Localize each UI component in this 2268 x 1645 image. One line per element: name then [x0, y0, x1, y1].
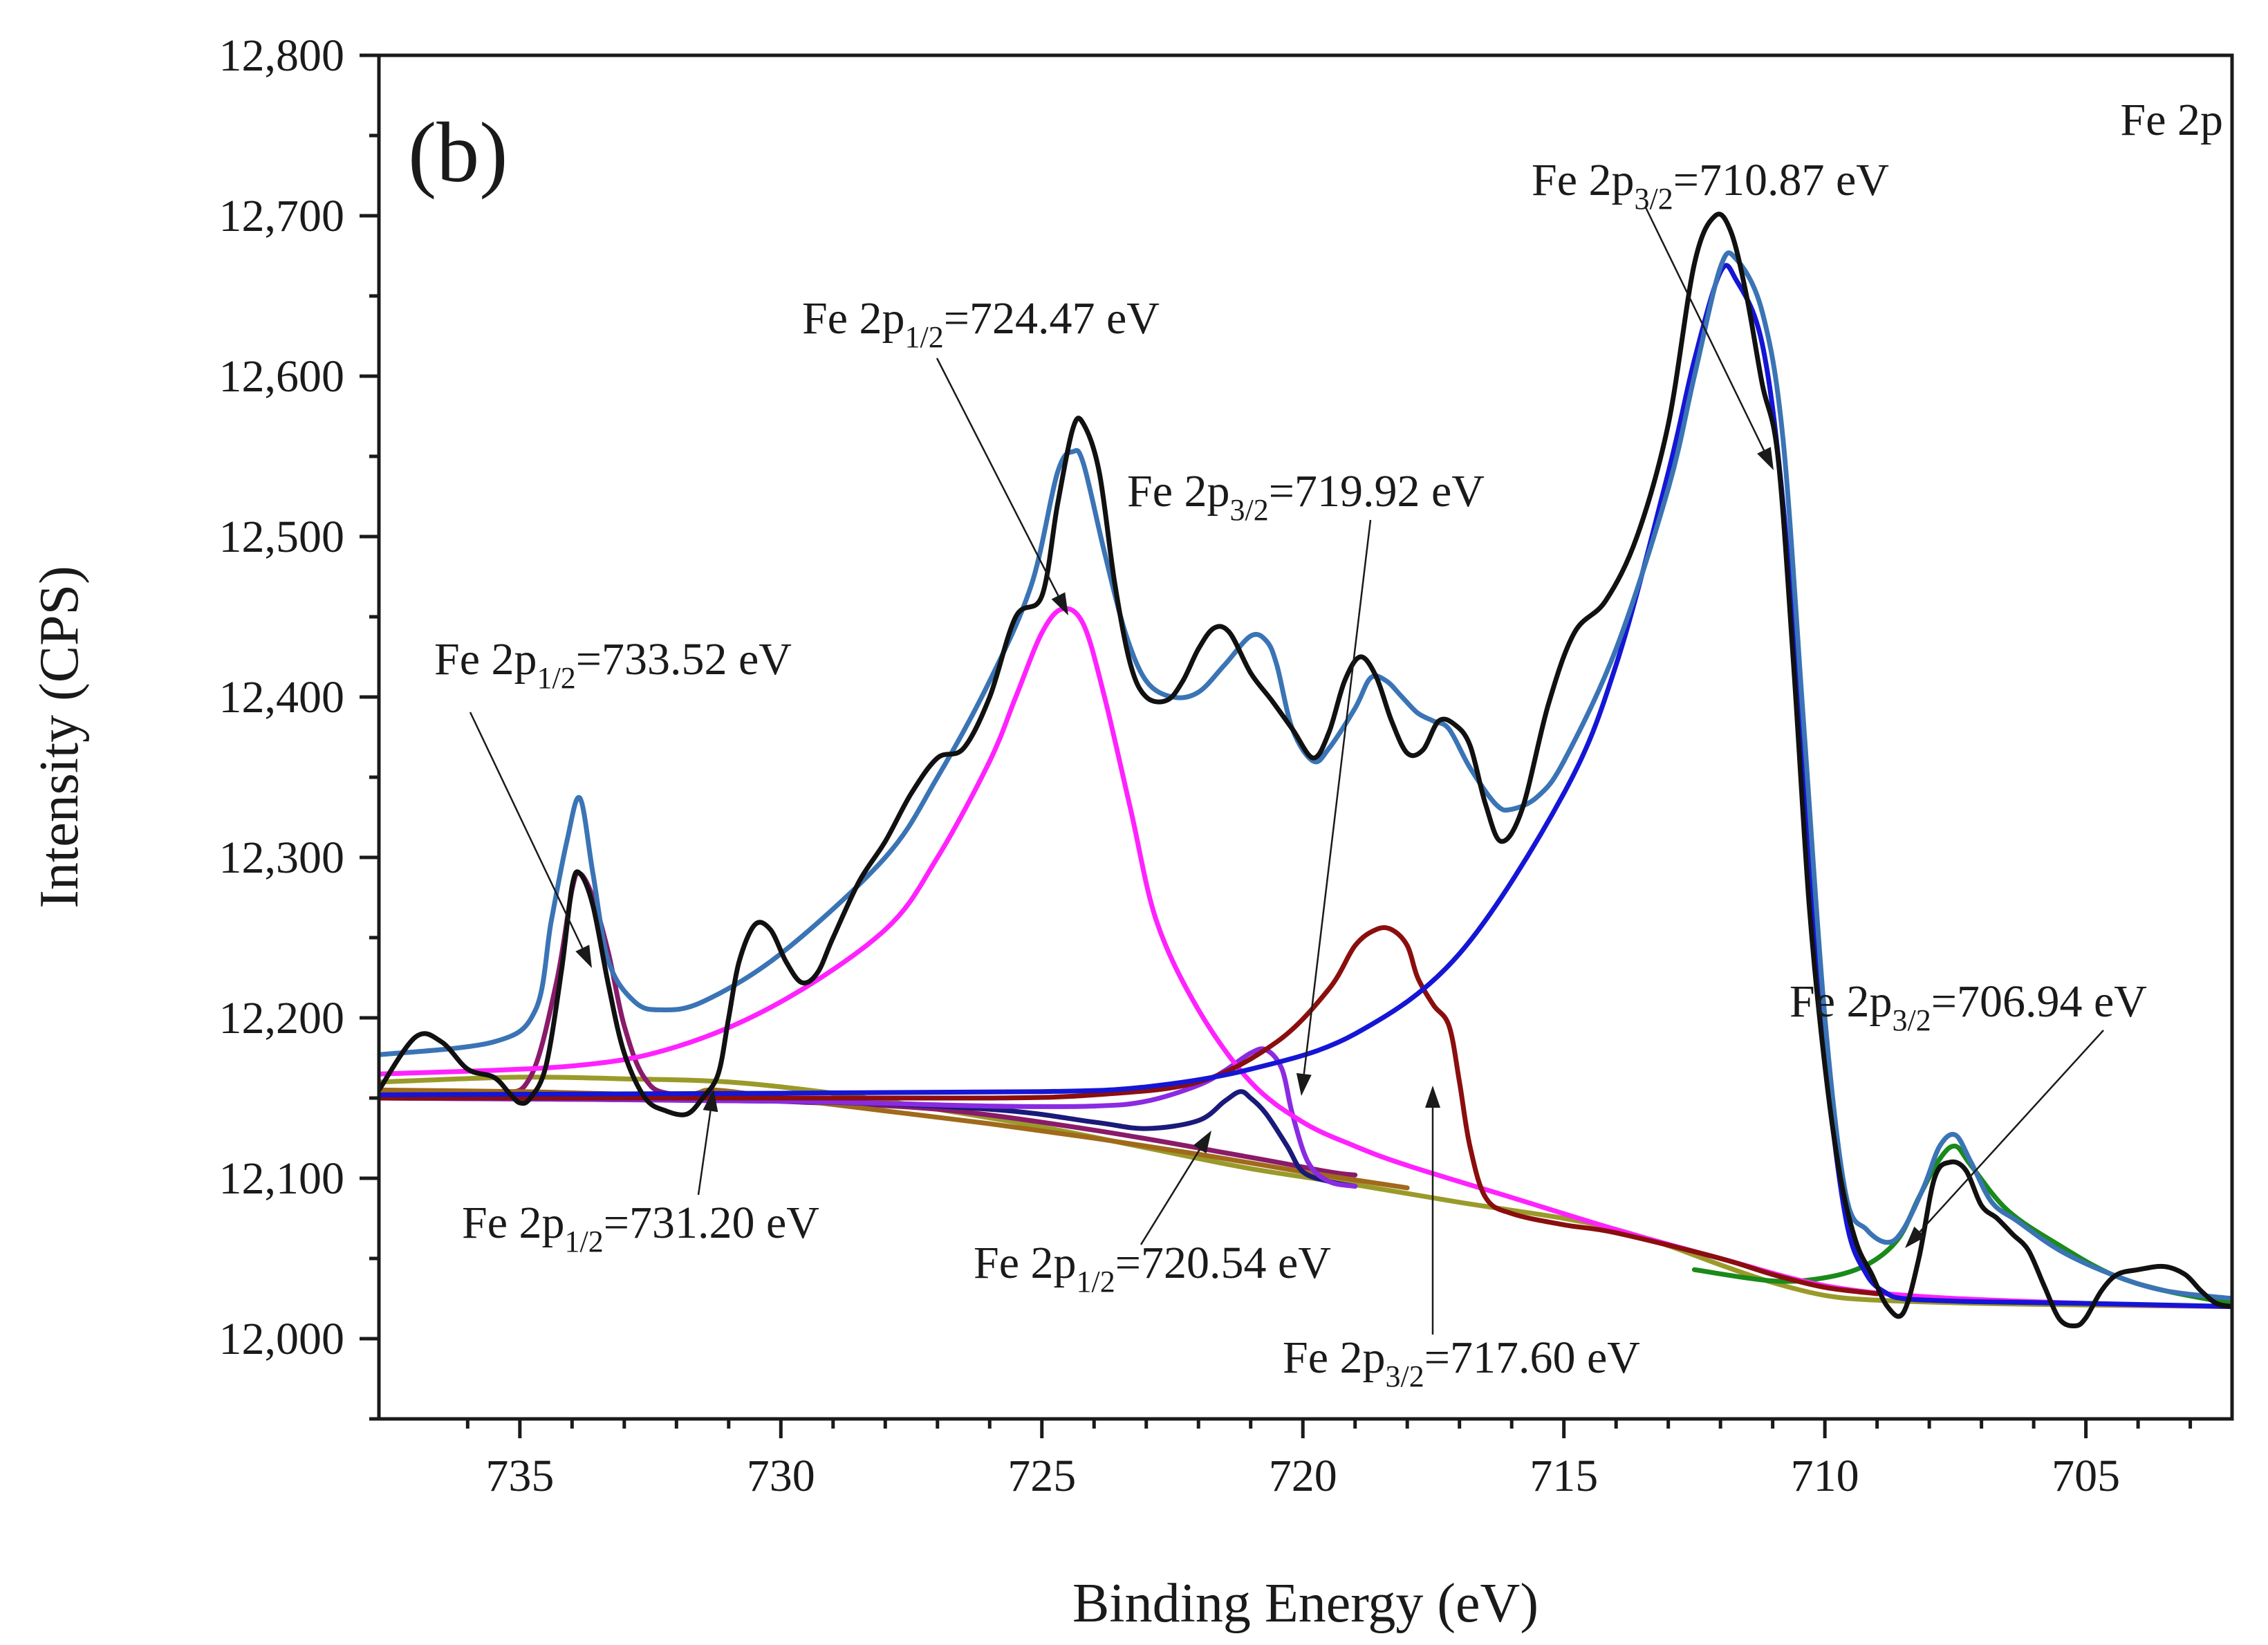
y-tick-label-4: 12,400	[219, 672, 345, 723]
annotation-value: =719.92 eV	[1269, 466, 1485, 517]
y-tick-label-8: 12,800	[219, 30, 345, 81]
annotation-value: =724.47 eV	[944, 293, 1160, 344]
x-tick-label-4: 715	[1530, 1451, 1598, 1501]
annotation-sub: 3/2	[1230, 493, 1269, 527]
series-line-7	[379, 924, 1880, 1297]
x-tick-label-0: 735	[485, 1451, 554, 1501]
annotation-value: =720.54 eV	[1115, 1238, 1331, 1288]
annotation-a710: Fe 2p3/2=710.87 eV	[1532, 155, 1889, 470]
annotation-leader	[697, 1110, 712, 1196]
annotation-sub: 3/2	[1386, 1359, 1424, 1393]
annotation-label: Fe 2p3/2=719.92 eV	[1127, 466, 1485, 527]
annotation-main: Fe 2p	[974, 1238, 1077, 1288]
series-layer	[379, 212, 2232, 1329]
series-line-9	[379, 250, 2232, 1301]
annotation-label: Fe 2p1/2=733.52 eV	[434, 634, 792, 695]
series-line-2	[379, 870, 1358, 1178]
arrowhead-icon	[1905, 1226, 1926, 1248]
annotation-a717: Fe 2p3/2=717.60 eV	[1283, 1086, 1640, 1393]
annotation-leader	[1303, 519, 1372, 1075]
chart-title: Fe 2p	[2121, 95, 2224, 145]
annotation-label: Fe 2p1/2=724.47 eV	[802, 293, 1160, 354]
annotation-value: =733.52 eV	[576, 634, 792, 685]
annotation-label: Fe 2p3/2=710.87 eV	[1532, 155, 1889, 216]
arrowhead-icon	[1051, 592, 1068, 615]
x-tick-label-3: 720	[1269, 1451, 1337, 1501]
annotation-sub: 3/2	[1635, 182, 1673, 216]
arrowhead-icon	[1425, 1086, 1440, 1108]
series-line-5	[379, 1046, 1358, 1189]
annotation-leader	[469, 712, 584, 949]
axis-ticks: 735 730 725 720 715 710 705 12,000 12,100 12,200 1…	[219, 30, 2193, 1501]
arrowhead-icon	[1296, 1072, 1312, 1096]
annotation-a724: Fe 2p1/2=724.47 eV	[802, 293, 1160, 615]
series-line-0	[379, 1075, 2232, 1310]
annotation-main: Fe 2p	[462, 1198, 565, 1248]
y-tick-label-5: 12,500	[219, 512, 345, 562]
annotation-leader	[1140, 1149, 1201, 1245]
x-axis-title: Binding Energy (eV)	[1072, 1573, 1539, 1634]
annotation-main: Fe 2p	[434, 634, 537, 685]
annotation-label: Fe 2p1/2=731.20 eV	[462, 1198, 819, 1258]
annotation-value: =706.94 eV	[1931, 976, 2147, 1027]
annotation-a720: Fe 2p1/2=720.54 eV	[974, 1131, 1331, 1299]
annotation-value: =710.87 eV	[1673, 155, 1889, 205]
annotation-main: Fe 2p	[802, 293, 905, 344]
annotation-sub: 1/2	[537, 661, 576, 695]
arrowhead-icon	[1193, 1131, 1211, 1154]
annotation-sub: 1/2	[905, 320, 944, 354]
annotation-main: Fe 2p	[1790, 976, 1893, 1027]
annotation-main: Fe 2p	[1127, 466, 1230, 517]
annotation-main: Fe 2p	[1532, 155, 1635, 205]
annotation-label: Fe 2p3/2=717.60 eV	[1283, 1332, 1640, 1393]
annotation-a719: Fe 2p3/2=719.92 eV	[1127, 466, 1485, 1096]
x-tick-label-6: 705	[2052, 1451, 2120, 1501]
arrowhead-icon	[703, 1089, 718, 1113]
annotation-a733: Fe 2p1/2=733.52 eV	[434, 634, 792, 968]
annotation-sub: 3/2	[1893, 1003, 1931, 1037]
annotation-sub: 1/2	[565, 1225, 604, 1258]
annotation-value: =717.60 eV	[1424, 1332, 1640, 1383]
y-tick-label-1: 12,100	[219, 1153, 345, 1204]
annotation-leader	[1644, 207, 1765, 451]
x-tick-label-1: 730	[747, 1451, 815, 1501]
y-tick-label-6: 12,600	[219, 351, 345, 402]
annotation-label: Fe 2p3/2=706.94 eV	[1790, 976, 2147, 1037]
panel-label: (b)	[408, 105, 508, 200]
y-tick-label-2: 12,200	[219, 993, 345, 1043]
annotation-a731: Fe 2p1/2=731.20 eV	[462, 1089, 819, 1258]
x-tick-label-5: 710	[1791, 1451, 1859, 1501]
annotation-main: Fe 2p	[1283, 1332, 1386, 1383]
annotation-sub: 1/2	[1077, 1265, 1115, 1299]
y-tick-label-0: 12,000	[219, 1314, 345, 1364]
annotation-value: =731.20 eV	[604, 1198, 819, 1248]
y-tick-label-7: 12,700	[219, 191, 345, 241]
y-tick-label-3: 12,300	[219, 833, 345, 883]
annotation-label: Fe 2p1/2=720.54 eV	[974, 1238, 1331, 1299]
arrowhead-icon	[1757, 447, 1774, 470]
annotation-a706: Fe 2p3/2=706.94 eV	[1790, 976, 2147, 1248]
annotation-leader	[936, 357, 1059, 597]
y-axis-title: Intensity (CPS)	[29, 566, 90, 909]
arrowhead-icon	[575, 945, 592, 968]
x-tick-label-2: 725	[1007, 1451, 1076, 1501]
plot-frame	[377, 53, 2234, 1421]
annotation-leader	[1919, 1030, 2104, 1233]
series-line-10	[379, 212, 2232, 1329]
